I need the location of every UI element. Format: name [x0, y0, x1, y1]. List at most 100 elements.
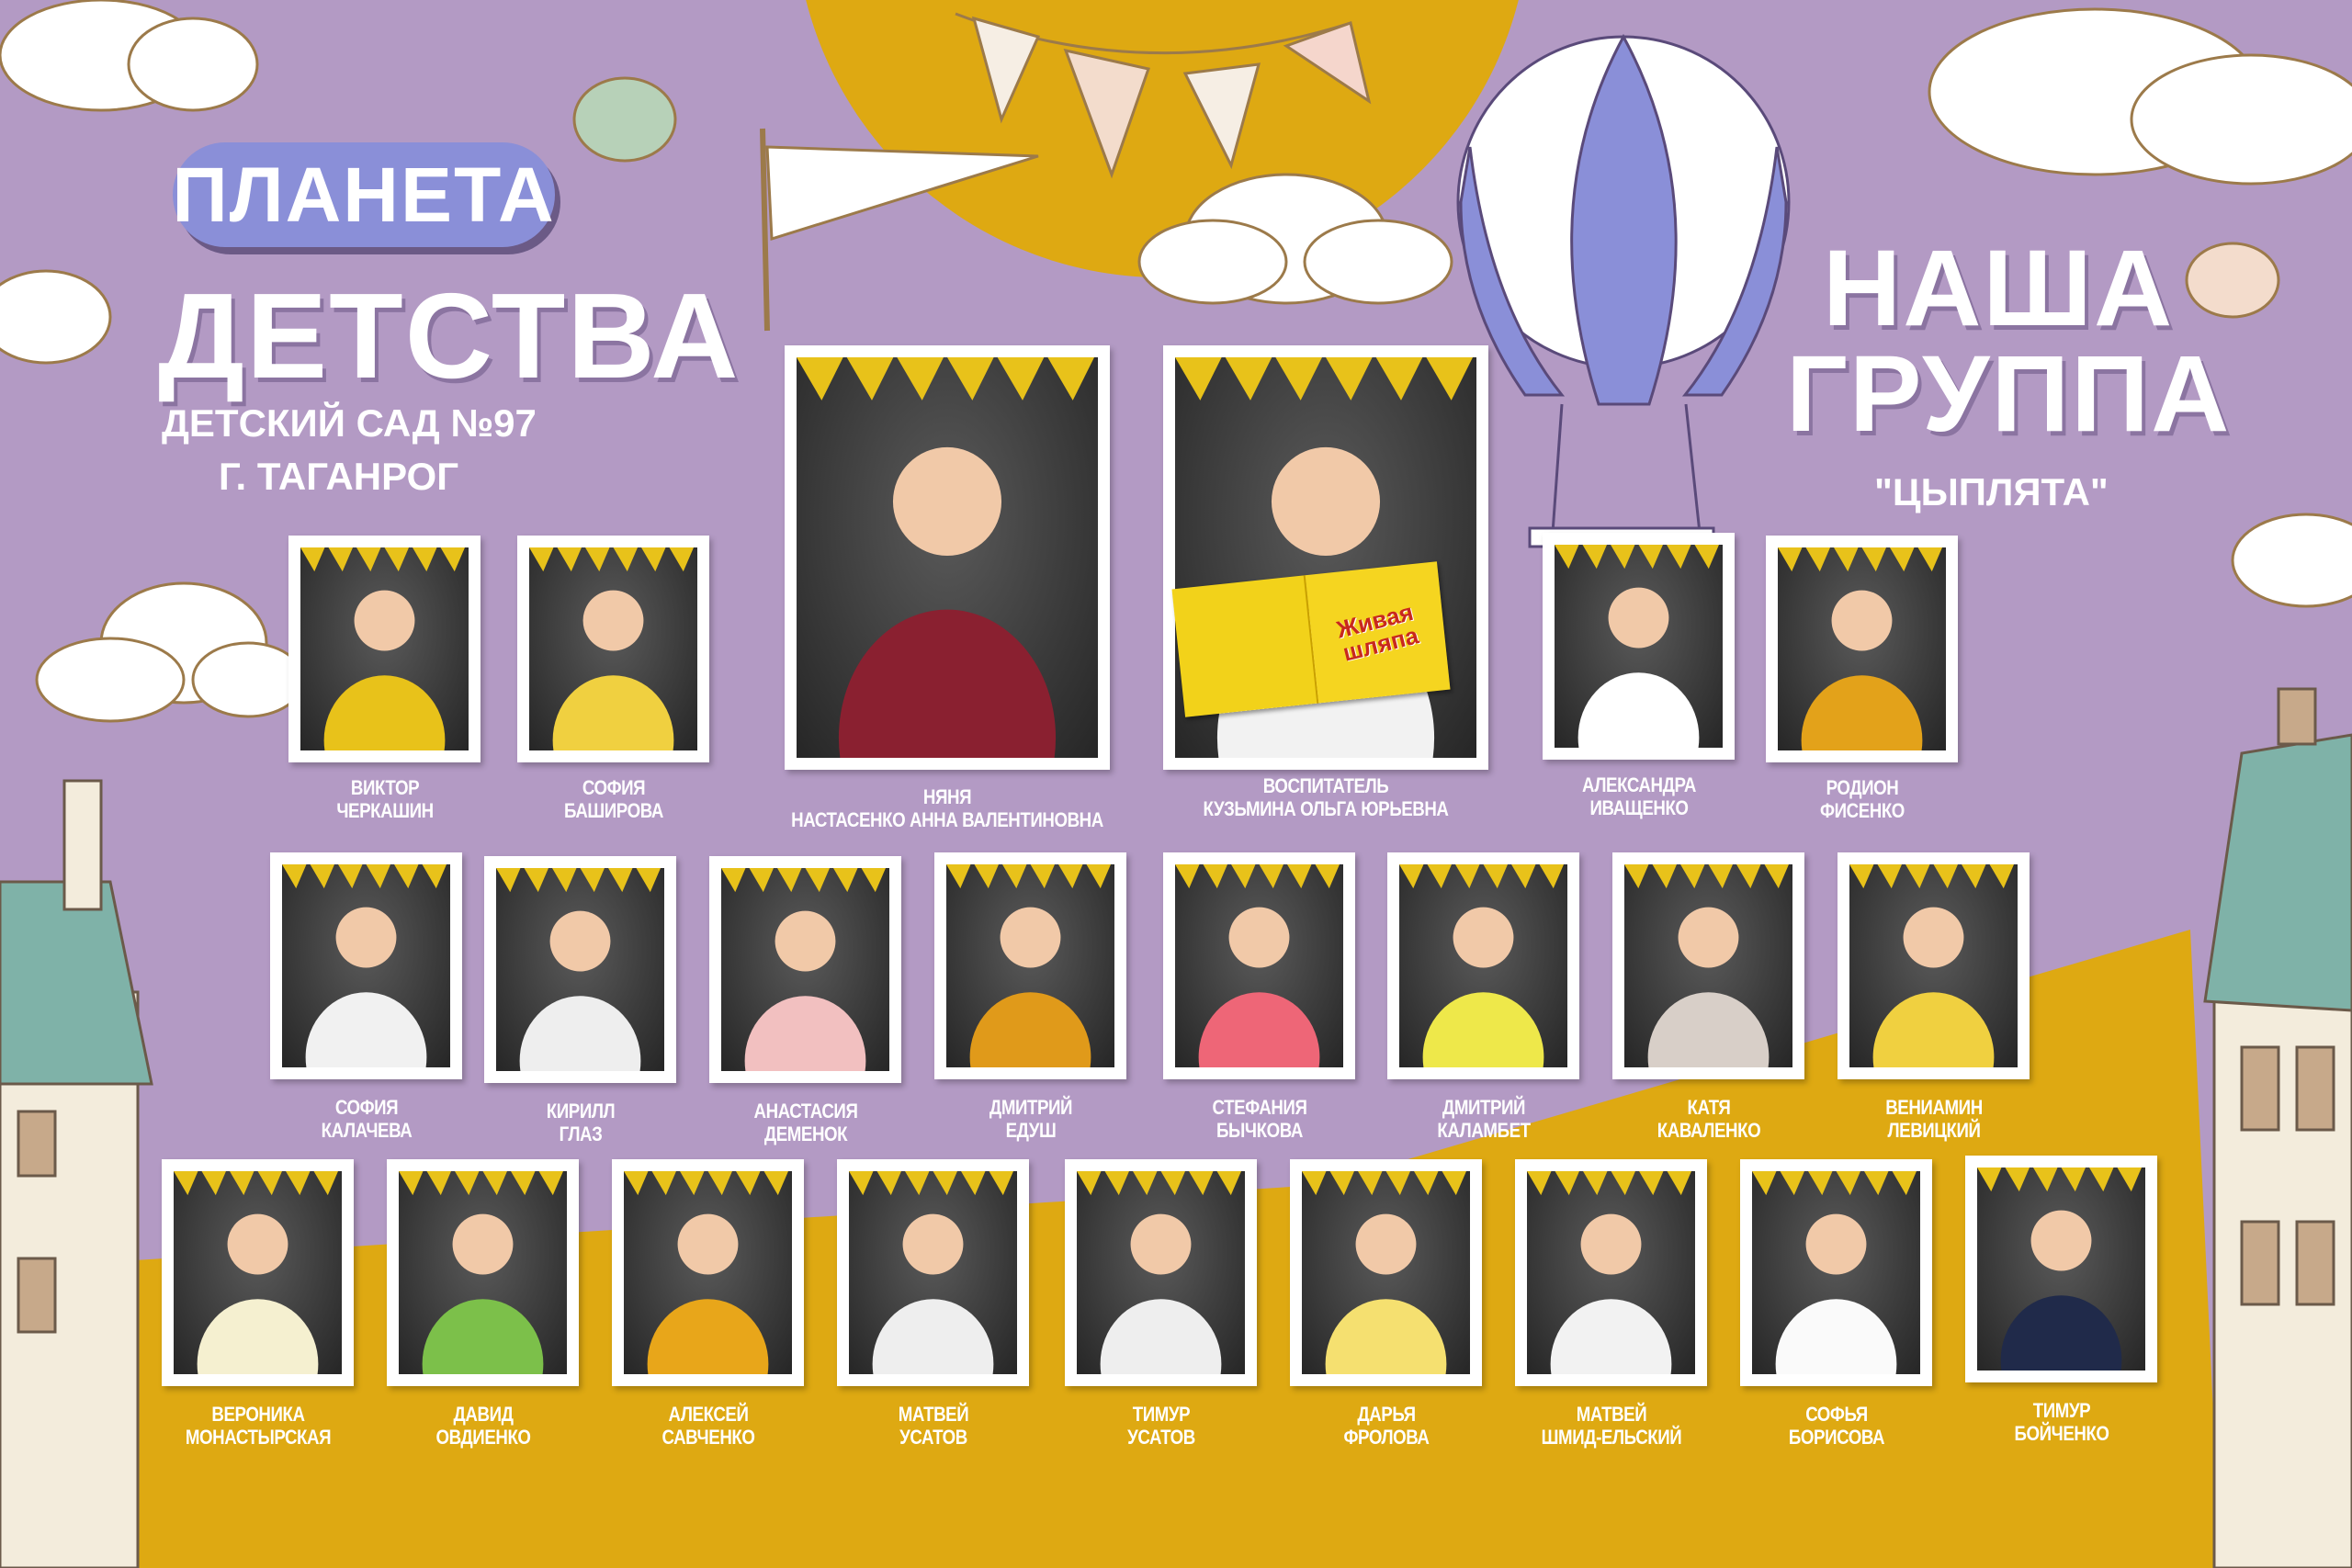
- bunting-flag: [1275, 357, 1322, 400]
- bunting-flag: [1527, 1171, 1552, 1196]
- child-photo: [387, 1159, 579, 1386]
- bunting-flag: [797, 357, 843, 400]
- child-photo: [1163, 852, 1355, 1079]
- bunting-flag: [538, 1171, 563, 1196]
- child-photo: [934, 852, 1126, 1079]
- label-line2: БОЙЧЕНКО: [2013, 1422, 2109, 1445]
- bunting-flag: [1611, 545, 1635, 570]
- body: [1775, 1299, 1897, 1374]
- label-line2: КУЗЬМИНА ОЛЬГА ЮРЬЕВНА: [1203, 797, 1449, 820]
- bunting-flag: [426, 1171, 451, 1196]
- body: [1198, 992, 1320, 1067]
- bunting-flag: [636, 868, 661, 893]
- bunting-flag: [1326, 357, 1373, 400]
- group-title-line1: НАША: [1823, 228, 2175, 349]
- label-line2: ЧЕРКАШИН: [335, 799, 434, 822]
- bunting-flag: [608, 868, 633, 893]
- title-pill: ПЛАНЕТА: [172, 142, 555, 247]
- name-label: СОФЬЯ БОРИСОВА: [1788, 1403, 1884, 1449]
- bunting-flag: [1030, 864, 1055, 889]
- name-label: ТИМУР УСАТОВ: [1127, 1403, 1195, 1449]
- bunting-flag: [1086, 864, 1111, 889]
- bunting-flag: [947, 357, 994, 400]
- hot-air-balloon: [1456, 33, 1791, 548]
- label-line1: АЛЕКСЕЙ: [668, 1403, 748, 1426]
- bunting-flag: [1836, 1171, 1860, 1196]
- flag: [760, 128, 1039, 332]
- staff-photo-teacher: Живая шляпа: [1163, 345, 1488, 770]
- bunting-flag: [1989, 864, 2014, 889]
- label-line1: ВИКТОР: [350, 776, 419, 799]
- name-label: ТИМУР БОЙЧЕНКО: [2014, 1399, 2109, 1445]
- bunting-flag: [2061, 1168, 2086, 1192]
- bunting-flag: [763, 1171, 788, 1196]
- body: [305, 992, 427, 1067]
- child-photo: [517, 536, 709, 762]
- head: [775, 910, 836, 972]
- head: [1271, 446, 1381, 556]
- name-label: СТЕФАНИЯ БЫЧКОВА: [1212, 1096, 1306, 1142]
- name-label: ДАВИД ОВДИЕНКО: [435, 1403, 531, 1449]
- portrait-photo: [946, 864, 1114, 1067]
- bunting: [955, 12, 1372, 179]
- label-line1: СОФЬЯ: [1804, 1403, 1868, 1426]
- name-label: НЯНЯ НАСТАСЕНКО АННА ВАЛЕНТИНОВНА: [791, 785, 1103, 831]
- bunting-flag: [1231, 864, 1256, 889]
- bunting-flag: [1933, 864, 1958, 889]
- child-photo: [612, 1159, 804, 1386]
- portrait-photo: [1555, 545, 1723, 748]
- bunting-flag: [1555, 545, 1579, 570]
- name-label: ВЕРОНИКА МОНАСТЫРСКАЯ: [185, 1403, 331, 1449]
- group-title-line2: ГРУППА: [1786, 333, 2232, 455]
- label-line2: КАЛАЧЕВА: [321, 1119, 412, 1142]
- head: [1000, 907, 1061, 968]
- bunting-flag: [1708, 864, 1733, 889]
- name-label: РОДИОН ФИСЕНКО: [1820, 776, 1905, 822]
- bunting-flag: [1638, 545, 1663, 570]
- body: [1550, 1299, 1672, 1374]
- name-label: ВОСПИТАТЕЛЬ КУЗЬМИНА ОЛЬГА ЮРЬЕВНА: [1203, 774, 1448, 820]
- label-line1: ВЕНИАМИН: [1884, 1096, 1983, 1119]
- body: [197, 1299, 319, 1374]
- head: [335, 907, 397, 968]
- body: [969, 992, 1091, 1067]
- bunting-flag: [524, 868, 548, 893]
- bunting-flag: [1385, 1171, 1410, 1196]
- bunting-flag: [338, 864, 363, 889]
- child-photo: [1965, 1156, 2157, 1382]
- body: [519, 996, 641, 1071]
- bunting-flag: [366, 864, 390, 889]
- bunting-flag: [1667, 1171, 1691, 1196]
- bunting-flag: [1427, 864, 1452, 889]
- bunting-flag: [669, 547, 694, 572]
- label-line1: ТИМУР: [1132, 1403, 1190, 1426]
- bunting-flag: [641, 547, 666, 572]
- head: [902, 1213, 964, 1275]
- name-label: АЛЕКСАНДРА ИВАЩЕНКО: [1582, 773, 1696, 819]
- bunting-flag: [905, 1171, 930, 1196]
- bunting-flag: [897, 357, 944, 400]
- body: [1422, 992, 1544, 1067]
- group-name: "ЦЫПЛЯТА": [1874, 470, 2109, 513]
- head: [354, 590, 415, 651]
- bunting-flag: [1358, 1171, 1383, 1196]
- label-line2: ЛЕВИЦКИЙ: [1886, 1119, 1981, 1142]
- label-line1: ДМИТРИЙ: [1442, 1096, 1525, 1119]
- title-main: ДЕТСТВА: [158, 268, 741, 403]
- label-line1: СОФИЯ: [582, 776, 645, 799]
- label-line2: ИВАЩЕНКО: [1589, 796, 1689, 819]
- label-line2: УСАТОВ: [1126, 1426, 1195, 1449]
- body: [552, 675, 674, 750]
- bunting-flag: [680, 1171, 705, 1196]
- bunting-flag: [282, 864, 307, 889]
- bunting-flag: [1002, 864, 1027, 889]
- portrait-photo: [721, 868, 889, 1071]
- bunting-flag: [1849, 864, 1874, 889]
- bunting-flag: [1780, 1171, 1804, 1196]
- head: [677, 1213, 739, 1275]
- bunting-flag: [1483, 864, 1508, 889]
- head: [1903, 907, 1964, 968]
- bunting-flag: [1778, 547, 1803, 572]
- child-photo: [484, 856, 676, 1083]
- child-photo: [270, 852, 462, 1079]
